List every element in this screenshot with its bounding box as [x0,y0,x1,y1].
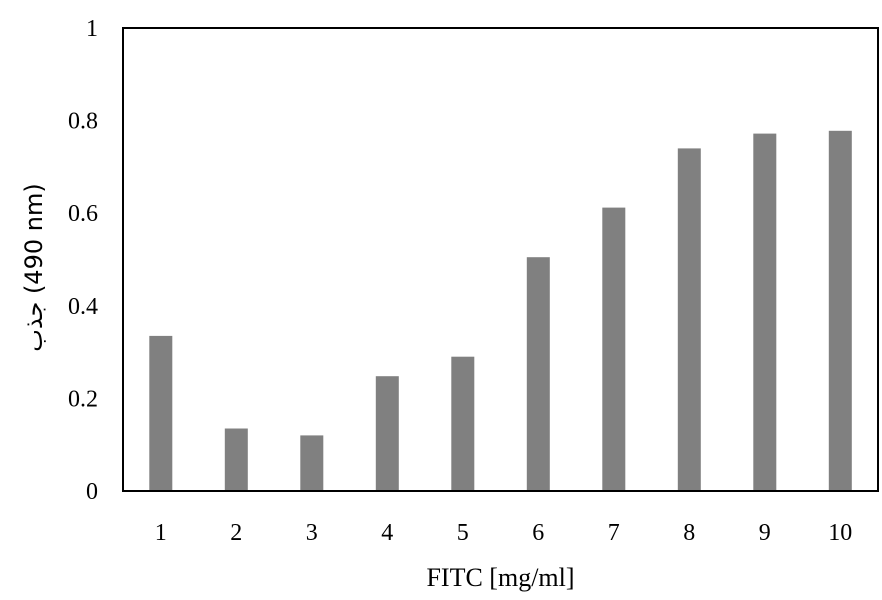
bar-1 [149,335,173,491]
x-tick-label-9: 9 [759,520,771,546]
x-tick-label-4: 4 [381,520,393,546]
x-tick-label-10: 10 [828,520,852,546]
bar-7 [602,207,626,491]
plot-frame [122,27,879,492]
x-tick-label-1: 1 [155,520,167,546]
y-tick-label-1: 1 [86,16,98,42]
y-tick-label-0.2: 0.2 [68,386,98,412]
bar-5 [451,356,475,491]
axes-layer [122,27,879,492]
bar-2 [224,428,248,491]
y-tick-label-0.8: 0.8 [68,109,98,135]
bar-3 [300,435,324,491]
y-axis-title: جذب (490 nm) [20,183,48,351]
x-tick-label-6: 6 [532,520,544,546]
bar-10 [828,130,852,492]
x-axis-title: FITC [mg/ml] [426,563,574,592]
x-tick-label-7: 7 [608,520,620,546]
bars-layer [149,130,852,492]
bar-6 [526,257,550,491]
y-tick-labels: 0 0.2 0.4 0.6 0.8 1 [68,16,98,505]
x-tick-label-2: 2 [230,520,242,546]
y-tick-label-0.6: 0.6 [68,201,98,227]
bar-4 [375,376,399,491]
bar-8 [677,148,701,491]
bar-9 [753,133,777,491]
x-tick-label-8: 8 [683,520,695,546]
x-tick-labels: 1 2 3 4 5 6 7 8 9 10 [155,520,852,546]
y-tick-label-0.4: 0.4 [68,294,98,320]
x-tick-label-5: 5 [457,520,469,546]
x-tick-label-3: 3 [306,520,318,546]
y-tick-label-0: 0 [86,479,98,505]
